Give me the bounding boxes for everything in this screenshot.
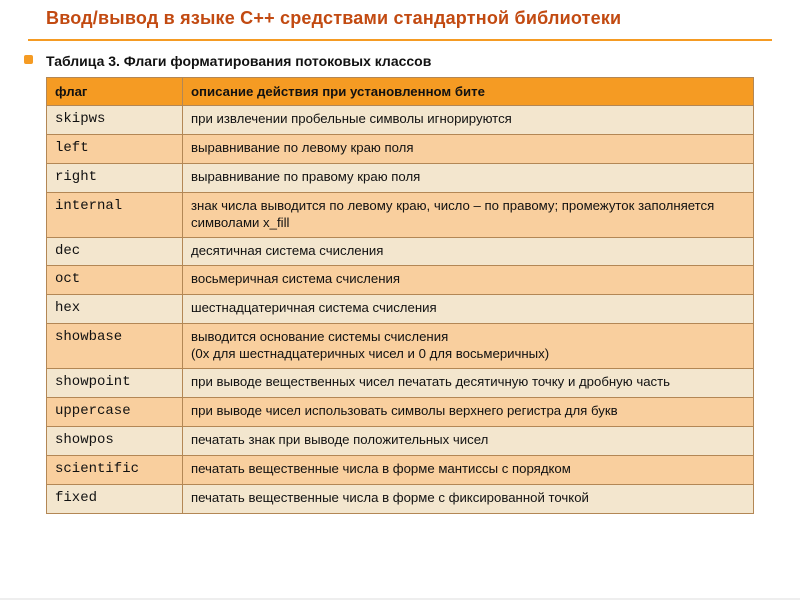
flags-table: флаг описание действия при установленном… — [46, 77, 754, 514]
flag-cell: showpos — [47, 426, 183, 455]
desc-cell: при выводе чисел использовать символы ве… — [183, 397, 754, 426]
desc-cell: знак числа выводится по левому краю, чис… — [183, 192, 754, 237]
flag-cell: oct — [47, 266, 183, 295]
flag-cell: skipws — [47, 106, 183, 135]
desc-cell: выводится основание системы счисления(0x… — [183, 324, 754, 369]
flag-cell: left — [47, 134, 183, 163]
desc-cell: при выводе вещественных чисел печатать д… — [183, 369, 754, 398]
table-row: dec десятичная система счисления — [47, 237, 754, 266]
flag-cell: hex — [47, 295, 183, 324]
table-row: scientific печатать вещественные числа в… — [47, 455, 754, 484]
desc-cell: печатать вещественные числа в форме с фи… — [183, 484, 754, 513]
slide: Ввод/вывод в языке C++ средствами станда… — [0, 0, 800, 600]
table-row: showpos печатать знак при выводе положит… — [47, 426, 754, 455]
col-header-desc: описание действия при установленном бите — [183, 78, 754, 106]
desc-cell: печатать знак при выводе положительных ч… — [183, 426, 754, 455]
table-row: showbase выводится основание системы счи… — [47, 324, 754, 369]
col-header-flag: флаг — [47, 78, 183, 106]
table-row: showpoint при выводе вещественных чисел … — [47, 369, 754, 398]
content-region: Таблица 3. Флаги форматирования потоковы… — [0, 41, 800, 514]
desc-cell: печатать вещественные числа в форме мант… — [183, 455, 754, 484]
table-row: left выравнивание по левому краю поля — [47, 134, 754, 163]
desc-cell: восьмеричная система счисления — [183, 266, 754, 295]
table-row: right выравнивание по правому краю поля — [47, 163, 754, 192]
flag-cell: showpoint — [47, 369, 183, 398]
desc-cell: десятичная система счисления — [183, 237, 754, 266]
flag-cell: dec — [47, 237, 183, 266]
flag-cell: fixed — [47, 484, 183, 513]
table-caption: Таблица 3. Флаги форматирования потоковы… — [46, 53, 754, 69]
desc-cell: шестнадцатеричная система счисления — [183, 295, 754, 324]
table-row: internal знак числа выводится по левому … — [47, 192, 754, 237]
table-row: oct восьмеричная система счисления — [47, 266, 754, 295]
title-region: Ввод/вывод в языке C++ средствами станда… — [0, 0, 800, 33]
flag-cell: internal — [47, 192, 183, 237]
table-body: skipws при извлечении пробельные символы… — [47, 106, 754, 514]
bullet-icon — [24, 55, 33, 64]
table-row: fixed печатать вещественные числа в форм… — [47, 484, 754, 513]
table-header-row: флаг описание действия при установленном… — [47, 78, 754, 106]
desc-cell: при извлечении пробельные символы игнори… — [183, 106, 754, 135]
table-row: hex шестнадцатеричная система счисления — [47, 295, 754, 324]
flag-cell: uppercase — [47, 397, 183, 426]
table-row: skipws при извлечении пробельные символы… — [47, 106, 754, 135]
desc-cell: выравнивание по правому краю поля — [183, 163, 754, 192]
flag-cell: scientific — [47, 455, 183, 484]
table-row: uppercase при выводе чисел использовать … — [47, 397, 754, 426]
flag-cell: showbase — [47, 324, 183, 369]
flag-cell: right — [47, 163, 183, 192]
desc-cell: выравнивание по левому краю поля — [183, 134, 754, 163]
page-title: Ввод/вывод в языке C++ средствами станда… — [46, 8, 754, 29]
